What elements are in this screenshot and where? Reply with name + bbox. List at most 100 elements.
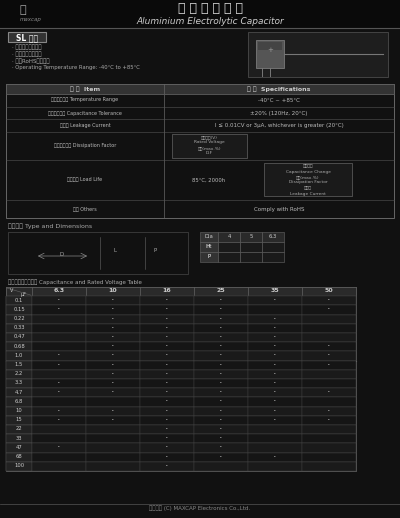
Text: ·: ·	[111, 313, 115, 324]
Bar	[6, 434, 32, 443]
Bar	[86, 306, 140, 314]
Text: Ht: Ht	[206, 244, 212, 250]
Bar	[6, 443, 356, 453]
Bar	[86, 397, 140, 407]
Bar	[6, 453, 32, 462]
Text: ·: ·	[111, 350, 115, 361]
Text: 0.1: 0.1	[15, 298, 23, 303]
Text: ·: ·	[273, 369, 277, 379]
Text: 2.2: 2.2	[15, 371, 23, 376]
Text: ·: ·	[111, 305, 115, 314]
Bar	[302, 296, 356, 306]
Text: ·: ·	[327, 359, 331, 370]
Bar	[218, 232, 240, 242]
Bar	[32, 370, 86, 379]
Text: μF: μF	[21, 292, 27, 297]
Bar	[194, 443, 248, 453]
Text: ·: ·	[219, 359, 223, 370]
Bar	[6, 462, 32, 471]
Bar	[140, 324, 194, 333]
Text: 35: 35	[271, 289, 279, 294]
Bar	[262, 252, 284, 262]
Text: ·: ·	[57, 442, 61, 452]
Text: 10: 10	[109, 289, 117, 294]
Text: ·: ·	[57, 406, 61, 415]
Bar	[32, 397, 86, 407]
Text: ·: ·	[273, 313, 277, 324]
Text: ·: ·	[219, 341, 223, 351]
Text: ·: ·	[165, 350, 169, 361]
Bar	[6, 425, 356, 434]
Text: 最大(max.%): 最大(max.%)	[296, 175, 320, 179]
Bar	[194, 324, 248, 333]
Bar	[194, 434, 248, 443]
Text: 最大(max.%): 最大(max.%)	[197, 146, 221, 150]
Text: ·: ·	[165, 396, 169, 407]
Bar	[248, 351, 302, 361]
Text: 靜電容外差率 Capacitance Tolerance: 靜電容外差率 Capacitance Tolerance	[48, 110, 122, 116]
Bar	[0, 0, 400, 28]
Text: ·: ·	[165, 424, 169, 434]
Bar	[6, 370, 32, 379]
Bar	[86, 342, 140, 351]
Bar	[86, 379, 140, 388]
Bar	[248, 314, 302, 324]
Bar	[86, 407, 140, 416]
Bar	[302, 324, 356, 333]
Bar	[302, 342, 356, 351]
Bar	[140, 306, 194, 314]
Text: P: P	[208, 254, 210, 260]
Bar	[248, 434, 302, 443]
Bar	[6, 324, 356, 333]
Bar	[194, 397, 248, 407]
Bar	[302, 351, 356, 361]
Text: 負荷寳命 Load Life: 負荷寳命 Load Life	[68, 178, 102, 182]
Bar	[140, 453, 194, 462]
Bar	[6, 453, 356, 462]
Bar	[194, 314, 248, 324]
Text: ±20% (120Hz, 20°C): ±20% (120Hz, 20°C)	[250, 110, 308, 116]
Text: ·: ·	[57, 350, 61, 361]
Bar	[258, 42, 282, 50]
Bar	[264, 163, 352, 196]
Text: ·: ·	[111, 378, 115, 388]
Text: 4: 4	[227, 235, 231, 239]
Bar	[194, 296, 248, 306]
Text: ·: ·	[111, 341, 115, 351]
Text: 4.7: 4.7	[15, 390, 23, 395]
Text: ·: ·	[165, 332, 169, 342]
Bar	[86, 443, 140, 453]
Bar	[302, 306, 356, 314]
Bar	[218, 252, 240, 262]
Bar	[6, 407, 32, 416]
Bar	[302, 425, 356, 434]
Bar	[86, 324, 140, 333]
Bar	[6, 84, 394, 218]
Text: ·: ·	[273, 359, 277, 370]
Text: 0.15: 0.15	[13, 307, 25, 312]
Text: ·: ·	[165, 305, 169, 314]
Bar	[6, 379, 356, 388]
Bar	[248, 296, 302, 306]
Text: 5: 5	[249, 235, 253, 239]
Text: P: P	[208, 254, 210, 260]
Bar	[248, 287, 302, 296]
Text: ·: ·	[327, 295, 331, 305]
Bar	[302, 287, 356, 296]
Bar	[194, 342, 248, 351]
Text: 額定電壓(V): 額定電壓(V)	[200, 135, 218, 139]
Bar	[240, 252, 262, 262]
Bar	[32, 306, 86, 314]
Text: ·: ·	[219, 378, 223, 388]
Text: D: D	[60, 252, 64, 256]
Bar	[140, 287, 194, 296]
Bar	[248, 370, 302, 379]
Bar	[248, 324, 302, 333]
Bar	[140, 379, 194, 388]
Bar	[6, 351, 32, 361]
Text: 10: 10	[16, 408, 22, 413]
Bar	[8, 32, 46, 42]
Text: 6.3: 6.3	[54, 289, 64, 294]
Bar	[32, 443, 86, 453]
Bar	[248, 333, 302, 342]
